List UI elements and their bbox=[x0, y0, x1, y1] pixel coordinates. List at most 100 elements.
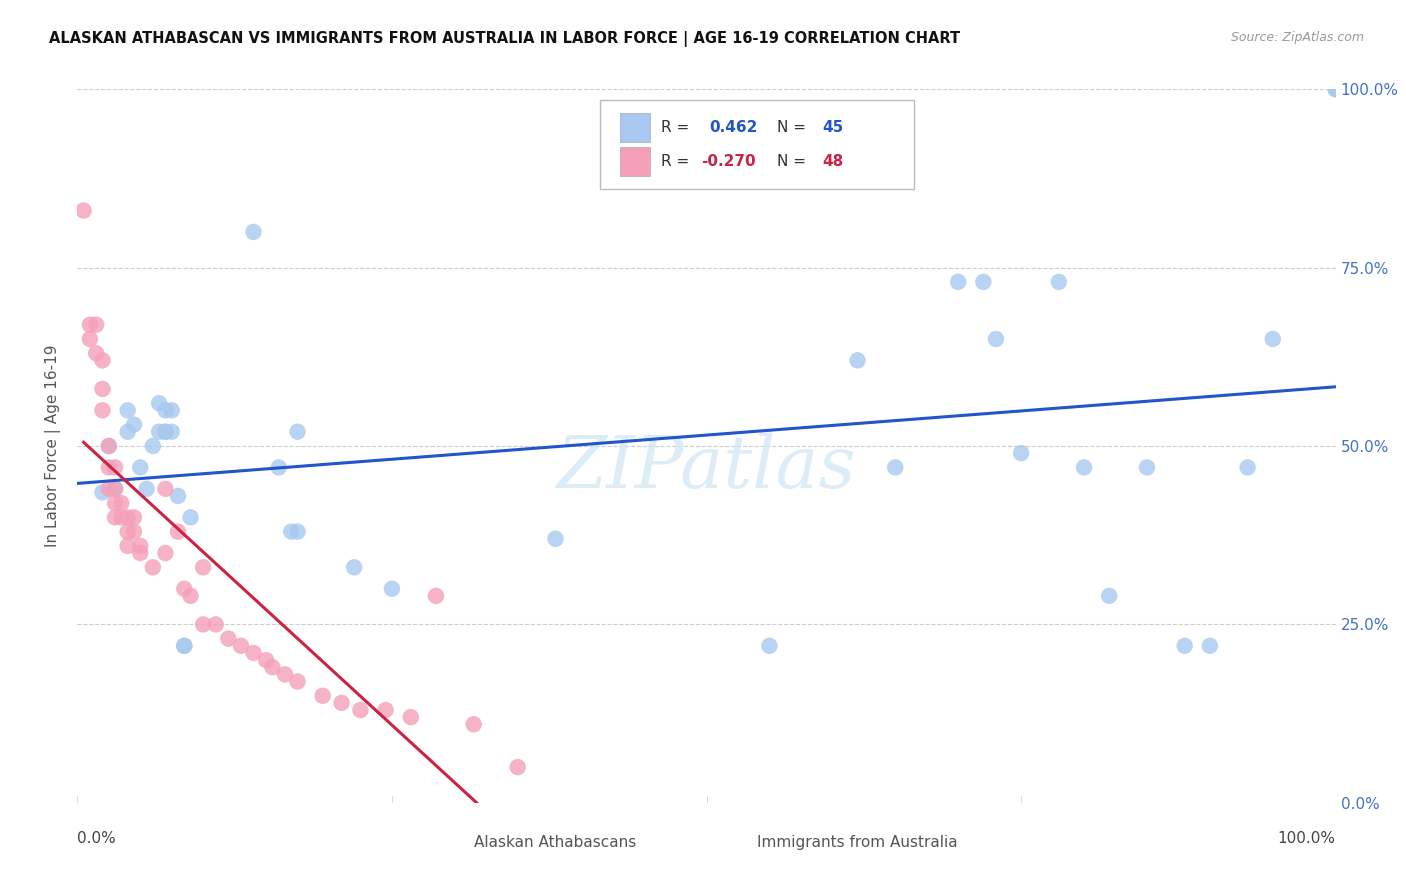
Point bbox=[274, 667, 297, 681]
Point bbox=[84, 346, 107, 360]
Point bbox=[758, 639, 780, 653]
Point bbox=[1236, 460, 1258, 475]
Point bbox=[349, 703, 371, 717]
Point bbox=[506, 760, 529, 774]
Point bbox=[97, 439, 120, 453]
Point bbox=[1098, 589, 1121, 603]
Text: 0.462: 0.462 bbox=[709, 120, 758, 136]
Point bbox=[229, 639, 252, 653]
Point bbox=[425, 589, 447, 603]
Text: 48: 48 bbox=[823, 153, 844, 169]
Point bbox=[148, 425, 170, 439]
Point bbox=[1174, 639, 1197, 653]
Text: -0.270: -0.270 bbox=[702, 153, 756, 169]
Point bbox=[117, 539, 139, 553]
Point bbox=[846, 353, 869, 368]
Point bbox=[191, 560, 215, 574]
Point bbox=[191, 617, 215, 632]
Point bbox=[79, 332, 101, 346]
Point bbox=[84, 318, 107, 332]
Text: 45: 45 bbox=[823, 120, 844, 136]
FancyBboxPatch shape bbox=[434, 830, 465, 855]
Point bbox=[160, 403, 183, 417]
Point bbox=[97, 460, 120, 475]
Text: R =: R = bbox=[661, 120, 695, 136]
Point bbox=[79, 318, 101, 332]
Point bbox=[463, 717, 485, 731]
Point bbox=[267, 460, 290, 475]
Point bbox=[262, 660, 284, 674]
Text: ZIPatlas: ZIPatlas bbox=[557, 432, 856, 503]
Point bbox=[1047, 275, 1070, 289]
Point bbox=[117, 510, 139, 524]
Point bbox=[287, 425, 309, 439]
FancyBboxPatch shape bbox=[620, 147, 650, 176]
Point bbox=[180, 589, 202, 603]
Point bbox=[104, 482, 127, 496]
Point bbox=[1073, 460, 1095, 475]
Point bbox=[242, 225, 264, 239]
Text: R =: R = bbox=[661, 153, 695, 169]
Point bbox=[155, 403, 177, 417]
Point bbox=[330, 696, 353, 710]
Text: Alaskan Athabascans: Alaskan Athabascans bbox=[474, 835, 636, 849]
Point bbox=[287, 524, 309, 539]
Point bbox=[122, 510, 145, 524]
Text: 100.0%: 100.0% bbox=[1278, 831, 1336, 847]
Point bbox=[155, 425, 177, 439]
Point bbox=[254, 653, 277, 667]
Point bbox=[155, 482, 177, 496]
Text: ALASKAN ATHABASCAN VS IMMIGRANTS FROM AUSTRALIA IN LABOR FORCE | AGE 16-19 CORRE: ALASKAN ATHABASCAN VS IMMIGRANTS FROM AU… bbox=[49, 31, 960, 47]
Text: N =: N = bbox=[778, 153, 811, 169]
Text: Source: ZipAtlas.com: Source: ZipAtlas.com bbox=[1230, 31, 1364, 45]
Point bbox=[381, 582, 404, 596]
Point bbox=[97, 482, 120, 496]
Point bbox=[155, 425, 177, 439]
Point bbox=[148, 396, 170, 410]
Point bbox=[1324, 82, 1347, 96]
Point bbox=[399, 710, 422, 724]
Point bbox=[155, 546, 177, 560]
Point bbox=[135, 482, 157, 496]
Point bbox=[1136, 460, 1159, 475]
Point bbox=[160, 425, 183, 439]
Point bbox=[142, 560, 165, 574]
Point bbox=[110, 496, 132, 510]
Point bbox=[122, 524, 145, 539]
Point bbox=[242, 646, 264, 660]
Point bbox=[117, 524, 139, 539]
Point bbox=[72, 203, 94, 218]
Point bbox=[167, 524, 190, 539]
Point bbox=[1010, 446, 1032, 460]
FancyBboxPatch shape bbox=[599, 100, 914, 189]
Point bbox=[104, 510, 127, 524]
Point bbox=[104, 460, 127, 475]
Point bbox=[110, 510, 132, 524]
Point bbox=[1199, 639, 1222, 653]
Point bbox=[167, 489, 190, 503]
Point bbox=[104, 496, 127, 510]
Point bbox=[312, 689, 335, 703]
Point bbox=[129, 460, 152, 475]
Point bbox=[544, 532, 567, 546]
Point bbox=[129, 546, 152, 560]
Point bbox=[287, 674, 309, 689]
Point bbox=[374, 703, 396, 717]
Point bbox=[884, 460, 907, 475]
Point bbox=[217, 632, 239, 646]
Point bbox=[129, 539, 152, 553]
Point bbox=[142, 439, 165, 453]
Text: N =: N = bbox=[778, 120, 811, 136]
Point bbox=[173, 582, 195, 596]
Point bbox=[972, 275, 994, 289]
Point bbox=[948, 275, 970, 289]
Point bbox=[343, 560, 366, 574]
Text: 0.0%: 0.0% bbox=[77, 831, 117, 847]
FancyBboxPatch shape bbox=[718, 830, 748, 855]
Point bbox=[91, 403, 114, 417]
Point bbox=[122, 417, 145, 432]
Y-axis label: In Labor Force | Age 16-19: In Labor Force | Age 16-19 bbox=[45, 344, 62, 548]
Point bbox=[91, 382, 114, 396]
Point bbox=[117, 403, 139, 417]
Text: Immigrants from Australia: Immigrants from Australia bbox=[756, 835, 957, 849]
